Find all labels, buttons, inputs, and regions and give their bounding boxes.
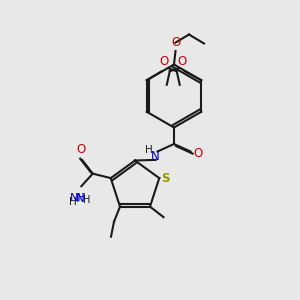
Text: O: O	[171, 36, 180, 49]
Text: O: O	[178, 55, 187, 68]
Text: O: O	[76, 142, 86, 156]
Text: H: H	[145, 145, 153, 155]
Text: NH: NH	[70, 193, 87, 203]
Text: N: N	[76, 192, 84, 205]
Text: H: H	[69, 197, 77, 207]
Text: N: N	[151, 150, 160, 164]
Text: S: S	[162, 172, 170, 184]
Text: O: O	[160, 55, 169, 68]
Text: O: O	[193, 147, 202, 161]
Text: H: H	[83, 195, 90, 205]
